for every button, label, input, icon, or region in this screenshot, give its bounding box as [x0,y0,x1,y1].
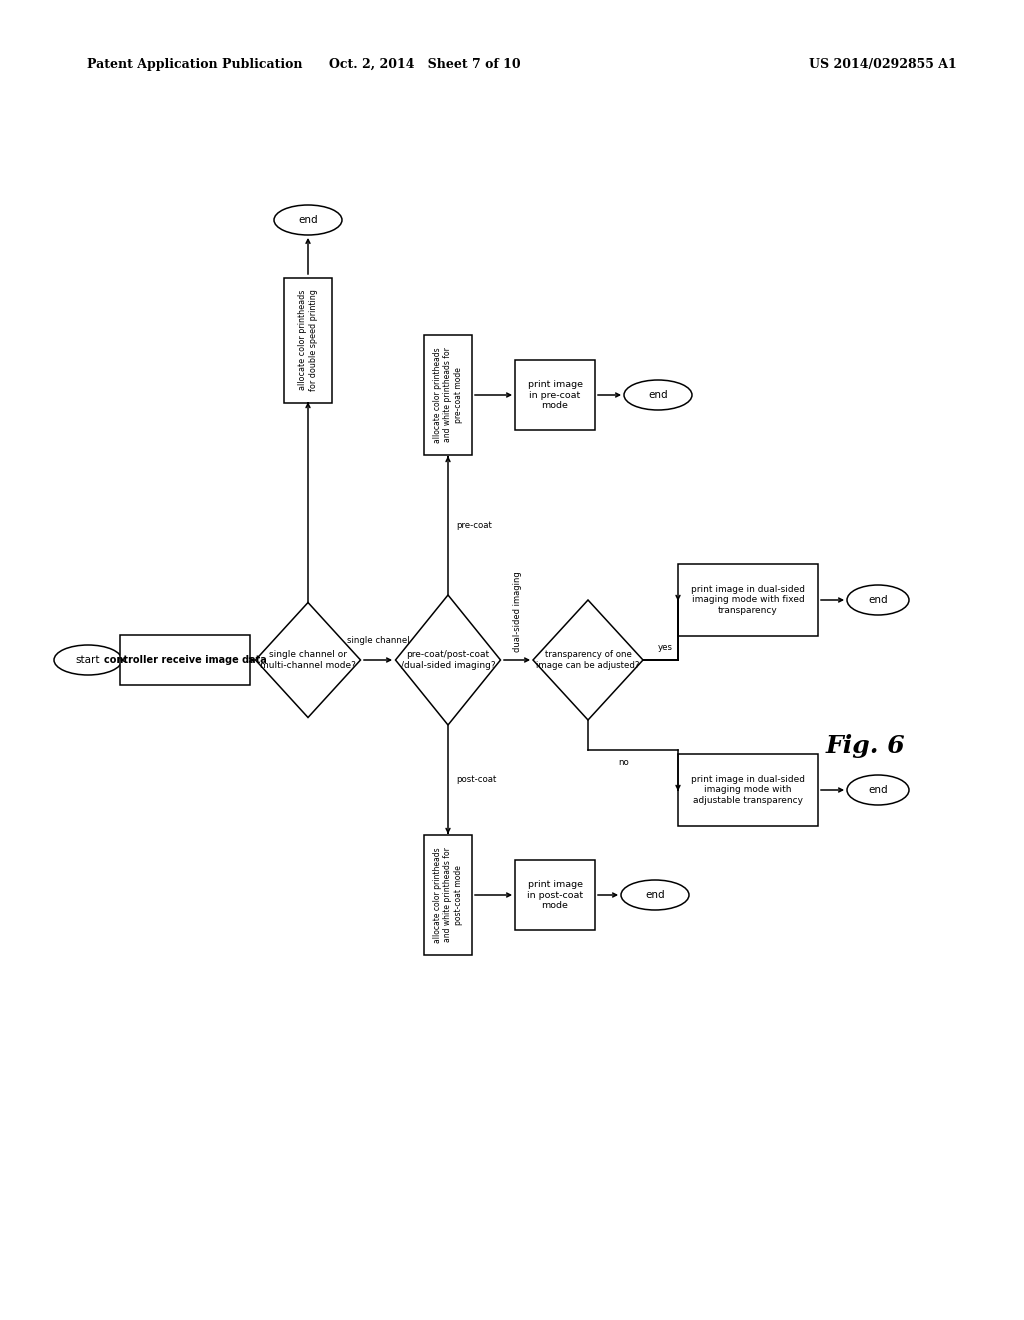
Text: controller receive image data: controller receive image data [103,655,266,665]
Text: print image
in pre-coat
mode: print image in pre-coat mode [527,380,583,411]
Text: end: end [645,890,665,900]
Text: Patent Application Publication: Patent Application Publication [87,58,302,71]
Text: no: no [618,758,629,767]
FancyBboxPatch shape [284,277,332,403]
Text: start: start [76,655,100,665]
Text: print image in dual-sided
imaging mode with fixed
transparency: print image in dual-sided imaging mode w… [691,585,805,615]
Text: end: end [648,389,668,400]
Polygon shape [256,602,360,718]
Ellipse shape [621,880,689,909]
Text: end: end [868,595,888,605]
FancyBboxPatch shape [515,861,595,931]
Text: transparency of one
image can be adjusted?: transparency of one image can be adjuste… [537,651,640,669]
Text: pre-coat/post-coat
/dual-sided imaging?: pre-coat/post-coat /dual-sided imaging? [400,651,496,669]
FancyBboxPatch shape [424,335,472,455]
FancyBboxPatch shape [678,754,818,826]
Text: print image
in post-coat
mode: print image in post-coat mode [527,880,583,909]
Ellipse shape [274,205,342,235]
Text: Fig. 6: Fig. 6 [825,734,905,758]
Text: yes: yes [658,643,673,652]
Ellipse shape [847,775,909,805]
FancyBboxPatch shape [678,564,818,636]
Ellipse shape [624,380,692,411]
Ellipse shape [54,645,122,675]
Text: single channel or
multi-channel mode?: single channel or multi-channel mode? [260,651,356,669]
Polygon shape [534,601,643,719]
Text: US 2014/0292855 A1: US 2014/0292855 A1 [809,58,956,71]
Text: pre-coat: pre-coat [456,521,492,531]
Text: post-coat: post-coat [456,775,497,784]
Text: dual-sided imaging: dual-sided imaging [512,572,521,652]
Ellipse shape [847,585,909,615]
FancyBboxPatch shape [120,635,250,685]
FancyBboxPatch shape [515,360,595,430]
Text: allocate color printheads
and white printheads for
pre-coat mode: allocate color printheads and white prin… [433,347,463,442]
Text: Oct. 2, 2014   Sheet 7 of 10: Oct. 2, 2014 Sheet 7 of 10 [329,58,521,71]
Polygon shape [395,595,501,725]
Text: allocate color printheads
for double speed printing: allocate color printheads for double spe… [298,289,317,391]
Text: allocate color printheads
and white printheads for
post-coat mode: allocate color printheads and white prin… [433,847,463,942]
Text: end: end [868,785,888,795]
FancyBboxPatch shape [424,836,472,954]
Text: print image in dual-sided
imaging mode with
adjustable transparency: print image in dual-sided imaging mode w… [691,775,805,805]
Text: end: end [298,215,317,224]
Text: single channel: single channel [347,636,410,645]
